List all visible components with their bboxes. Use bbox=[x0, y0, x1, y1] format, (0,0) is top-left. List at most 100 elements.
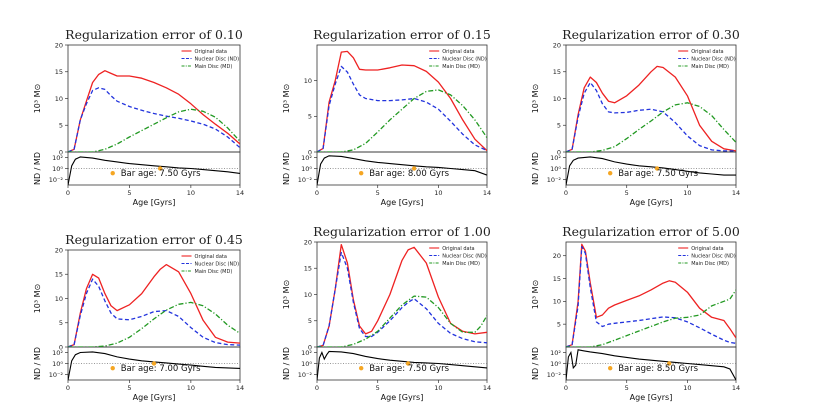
x-tick-label: 5 bbox=[625, 189, 629, 197]
bar-age-marker bbox=[667, 361, 672, 366]
y-axis-label: 10³ M⊙ bbox=[282, 280, 291, 310]
x-tick-label: 14 bbox=[236, 384, 244, 392]
bar-age-label: Bar age: 8.00 Gyrs bbox=[369, 169, 449, 179]
y-tick-label: 15 bbox=[304, 265, 312, 273]
bar-age-label: Bar age: 7.50 Gyrs bbox=[618, 169, 698, 179]
y-tick-label: 20 bbox=[55, 41, 63, 49]
legend-label: Main Disc (MD) bbox=[691, 64, 729, 70]
x-tick-label: 14 bbox=[732, 189, 740, 197]
series-line-original-data bbox=[68, 70, 240, 152]
subplot-1: Regularization error of 0.10 0 5 10 15 20 10² 1… bbox=[33, 27, 244, 207]
bar-age-label: Bar age: 7.50 Gyrs bbox=[121, 169, 201, 179]
ratio-tick-label: 10² bbox=[52, 349, 63, 357]
x-tick-label: 0 bbox=[564, 189, 568, 197]
bar-age-marker bbox=[411, 166, 417, 171]
y-tick-label: 0 bbox=[59, 343, 63, 351]
ratio-tick-label: 10² bbox=[550, 349, 561, 357]
x-axis-label: Age [Gyrs] bbox=[381, 198, 424, 207]
series-line-nuclear-disc bbox=[68, 87, 240, 152]
x-tick-label: 5 bbox=[625, 384, 629, 392]
legend-label: Original data bbox=[195, 254, 227, 260]
chart-title: Regularization error of 1.00 bbox=[313, 224, 491, 239]
bar-age-marker bbox=[151, 361, 157, 366]
y-tick-label: 5 bbox=[59, 122, 63, 130]
bar-age-label: Bar age: 7.50 Gyrs bbox=[369, 364, 449, 374]
series-line-nuclear-disc bbox=[566, 81, 736, 152]
legend-label: Nuclear Disc (ND) bbox=[195, 56, 240, 62]
y-tick-label: 15 bbox=[55, 68, 63, 76]
series-line-main-disc bbox=[68, 108, 240, 152]
y-tick-label: 20 bbox=[55, 246, 63, 254]
y-axis-label: 10³ M⊙ bbox=[531, 280, 540, 310]
y-tick-label: 5 bbox=[557, 122, 561, 130]
x-tick-label: 10 bbox=[683, 189, 691, 197]
legend-label: Main Disc (MD) bbox=[691, 261, 729, 267]
bar-age-marker bbox=[405, 361, 411, 366]
chart-title: Regularization error of 0.30 bbox=[562, 27, 740, 42]
legend-label: Main Disc (MD) bbox=[195, 269, 233, 275]
y-tick-label: 15 bbox=[553, 275, 561, 283]
series-line-main-disc bbox=[566, 289, 736, 347]
subplot-6: Regularization error of 5.00 5 10 15 20 10² 10… bbox=[531, 224, 740, 402]
ratio-tick-label: 10⁰ bbox=[301, 165, 312, 173]
y-axis-label: 10³ M⊙ bbox=[33, 84, 42, 114]
bar-age-legend-dot bbox=[110, 365, 115, 371]
y-tick-label: 5 bbox=[557, 320, 561, 328]
series-line-nuclear-disc bbox=[317, 251, 487, 347]
series-line-nuclear-disc bbox=[566, 245, 736, 347]
subplot-4: Regularization error of 0.45 0 5 10 15 20 10² 1… bbox=[33, 232, 244, 402]
series-line-nuclear-disc bbox=[317, 65, 487, 152]
x-tick-label: 0 bbox=[66, 384, 70, 392]
ratio-tick-label: 10⁰ bbox=[301, 360, 312, 368]
legend-label: Original data bbox=[442, 246, 474, 252]
y-tick-label: 5 bbox=[59, 319, 63, 327]
y-tick-label: 0 bbox=[308, 343, 312, 351]
x-tick-label: 5 bbox=[127, 189, 131, 197]
legend-label: Nuclear Disc (ND) bbox=[691, 56, 736, 62]
ratio-line bbox=[317, 155, 487, 185]
ratio-line bbox=[317, 350, 487, 380]
x-tick-label: 10 bbox=[187, 384, 195, 392]
ratio-line bbox=[68, 351, 240, 380]
bar-age-legend-dot bbox=[359, 365, 364, 371]
x-tick-label: 5 bbox=[127, 384, 131, 392]
ratio-axis-label: ND / MD bbox=[33, 152, 42, 185]
legend-label: Main Disc (MD) bbox=[442, 261, 480, 267]
y-tick-label: 0 bbox=[557, 148, 561, 156]
x-axis-label: Age [Gyrs] bbox=[630, 393, 673, 402]
x-axis-label: Age [Gyrs] bbox=[133, 393, 176, 402]
legend-label: Nuclear Disc (ND) bbox=[442, 56, 487, 62]
legend-label: Main Disc (MD) bbox=[442, 64, 480, 70]
x-tick-label: 5 bbox=[376, 189, 380, 197]
series-line-original-data bbox=[68, 263, 240, 347]
x-axis-label: Age [Gyrs] bbox=[630, 198, 673, 207]
ratio-line bbox=[68, 156, 240, 185]
series-line-original-data bbox=[317, 50, 487, 152]
y-tick-label: 20 bbox=[304, 238, 312, 246]
x-tick-label: 14 bbox=[732, 384, 740, 392]
bar-age-label: Bar age: 8.50 Gyrs bbox=[618, 364, 698, 374]
legend-label: Main Disc (MD) bbox=[195, 64, 233, 70]
ratio-line bbox=[566, 349, 736, 380]
y-tick-label: 10 bbox=[55, 95, 63, 103]
legend-label: Nuclear Disc (ND) bbox=[442, 253, 487, 259]
y-axis-label: 10³ M⊙ bbox=[33, 284, 42, 314]
x-tick-label: 0 bbox=[315, 384, 319, 392]
series-line-original-data bbox=[566, 243, 736, 347]
ratio-tick-label: 10⁰ bbox=[52, 165, 63, 173]
bar-age-legend-dot bbox=[608, 365, 613, 371]
bar-age-marker bbox=[157, 166, 163, 171]
ratio-tick-label: 10⁻² bbox=[298, 371, 313, 379]
y-tick-label: 15 bbox=[55, 271, 63, 279]
ratio-tick-label: 10² bbox=[550, 154, 561, 162]
y-tick-label: 10 bbox=[304, 291, 312, 299]
series-line-nuclear-disc bbox=[68, 278, 240, 347]
x-tick-label: 5 bbox=[376, 384, 380, 392]
ratio-tick-label: 10⁻² bbox=[547, 371, 562, 379]
subplot-5: Regularization error of 1.00 0 5 10 15 20 10² 1… bbox=[282, 224, 491, 402]
x-axis-label: Age [Gyrs] bbox=[381, 393, 424, 402]
y-tick-label: 0 bbox=[308, 148, 312, 156]
series-line-main-disc bbox=[68, 301, 240, 347]
ratio-tick-label: 10² bbox=[301, 154, 312, 162]
ratio-tick-label: 10² bbox=[52, 154, 63, 162]
